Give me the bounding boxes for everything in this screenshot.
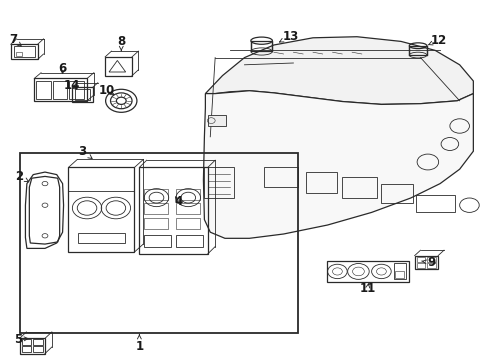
Text: 14: 14 xyxy=(64,79,81,92)
Bar xyxy=(16,52,21,56)
Bar xyxy=(68,167,134,252)
Text: 12: 12 xyxy=(427,34,447,47)
Text: 6: 6 xyxy=(59,62,66,75)
Text: 1: 1 xyxy=(135,334,143,353)
Text: 8: 8 xyxy=(117,35,125,51)
Bar xyxy=(33,339,43,345)
Bar xyxy=(105,57,132,76)
Bar xyxy=(144,189,167,200)
Bar xyxy=(36,81,51,99)
Bar xyxy=(427,263,435,268)
Bar xyxy=(416,263,425,268)
Bar xyxy=(415,195,454,212)
Bar xyxy=(326,261,408,282)
Polygon shape xyxy=(203,91,472,238)
Bar xyxy=(144,235,171,247)
Bar xyxy=(264,167,298,187)
Text: 4: 4 xyxy=(174,195,182,208)
Bar xyxy=(176,235,203,247)
Bar xyxy=(72,87,93,102)
Bar xyxy=(139,167,207,254)
Text: 9: 9 xyxy=(421,256,434,269)
Text: 3: 3 xyxy=(78,145,92,158)
Bar xyxy=(144,203,167,214)
Bar xyxy=(207,115,226,126)
Bar xyxy=(21,339,31,345)
Bar xyxy=(34,78,87,101)
Bar xyxy=(20,338,45,354)
Bar xyxy=(427,257,435,262)
Polygon shape xyxy=(205,37,472,104)
Bar xyxy=(14,46,35,57)
Text: 5: 5 xyxy=(15,333,28,346)
Bar xyxy=(69,81,84,99)
Bar xyxy=(342,177,376,198)
Bar xyxy=(53,81,67,99)
Bar xyxy=(381,184,412,203)
Text: 13: 13 xyxy=(279,30,299,42)
Text: 2: 2 xyxy=(16,170,29,183)
Bar xyxy=(416,257,425,262)
Bar xyxy=(21,346,31,352)
Bar xyxy=(176,189,199,200)
Bar xyxy=(75,89,90,100)
Bar xyxy=(176,218,199,229)
Bar xyxy=(176,203,199,214)
Bar xyxy=(408,46,426,55)
Bar xyxy=(414,256,437,269)
Bar xyxy=(33,346,43,352)
Bar xyxy=(78,233,124,243)
Text: 11: 11 xyxy=(359,282,375,294)
Bar xyxy=(144,218,167,229)
Bar xyxy=(305,172,337,193)
Text: 10: 10 xyxy=(98,84,115,97)
Bar xyxy=(394,271,403,278)
Text: 7: 7 xyxy=(10,33,21,46)
Bar xyxy=(250,41,272,51)
Bar xyxy=(204,167,233,198)
Bar xyxy=(11,44,38,59)
Bar xyxy=(20,153,298,333)
Bar xyxy=(393,263,406,279)
